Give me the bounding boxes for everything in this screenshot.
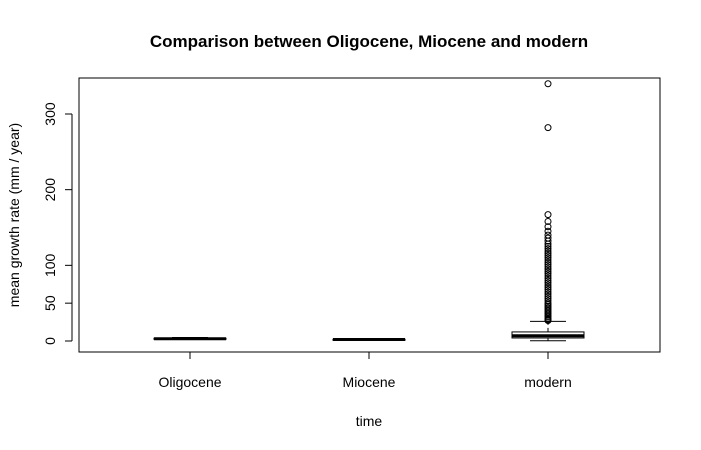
- outlier-point: [544, 267, 552, 275]
- chart-title: Comparison between Oligocene, Miocene an…: [150, 32, 588, 51]
- outlier-point: [544, 279, 552, 287]
- outlier-point: [544, 223, 552, 231]
- x-tick-label: Oligocene: [158, 374, 221, 390]
- outlier-point: [544, 265, 552, 273]
- box-modern: [511, 80, 585, 342]
- plot-frame: [78, 77, 661, 353]
- outlier-point: [544, 227, 552, 235]
- outlier-point: [544, 286, 552, 294]
- outlier-point: [544, 276, 552, 284]
- outlier-point: [544, 242, 552, 250]
- y-tick-label: 300: [42, 102, 58, 126]
- outlier-point: [544, 249, 552, 257]
- box-oligocene: [153, 337, 227, 341]
- outlier-point: [544, 272, 552, 280]
- box-miocene: [332, 337, 406, 341]
- outlier-point: [544, 297, 552, 305]
- outlier-point: [544, 283, 552, 291]
- x-axis: Oligocene Miocene modern: [158, 351, 572, 390]
- outlier-point: [544, 292, 552, 300]
- outlier-point: [544, 261, 552, 269]
- outlier-point: [544, 288, 552, 296]
- outlier-point: [544, 274, 552, 282]
- y-tick-label: 200: [42, 178, 58, 202]
- outlier-point: [544, 258, 552, 266]
- outlier-point: [544, 237, 552, 245]
- outlier-point: [544, 251, 552, 259]
- x-tick-label: modern: [524, 374, 571, 390]
- outlier-point: [544, 247, 552, 255]
- y-axis: 0 50 100 200 300: [42, 102, 73, 345]
- outlier-point: [544, 256, 552, 264]
- outlier-point: [544, 270, 552, 278]
- outlier-point: [544, 245, 552, 253]
- x-tick-label: Miocene: [343, 374, 396, 390]
- x-axis-label: time: [356, 413, 383, 429]
- y-axis-label: mean growth rate (mm / year): [6, 123, 22, 307]
- outlier-point: [544, 80, 552, 88]
- outlier-point: [544, 240, 552, 248]
- outlier-point: [544, 211, 552, 219]
- outlier-point: [544, 124, 552, 132]
- outlier-point: [544, 317, 552, 325]
- y-tick-label: 0: [42, 337, 58, 345]
- outlier-point: [544, 254, 552, 262]
- y-tick-label: 100: [42, 253, 58, 277]
- outlier-point: [544, 290, 552, 298]
- boxes-group: [153, 80, 585, 342]
- outlier-point: [544, 281, 552, 289]
- outlier-point: [544, 217, 552, 225]
- outlier-point: [544, 263, 552, 271]
- y-tick-label: 50: [42, 295, 58, 311]
